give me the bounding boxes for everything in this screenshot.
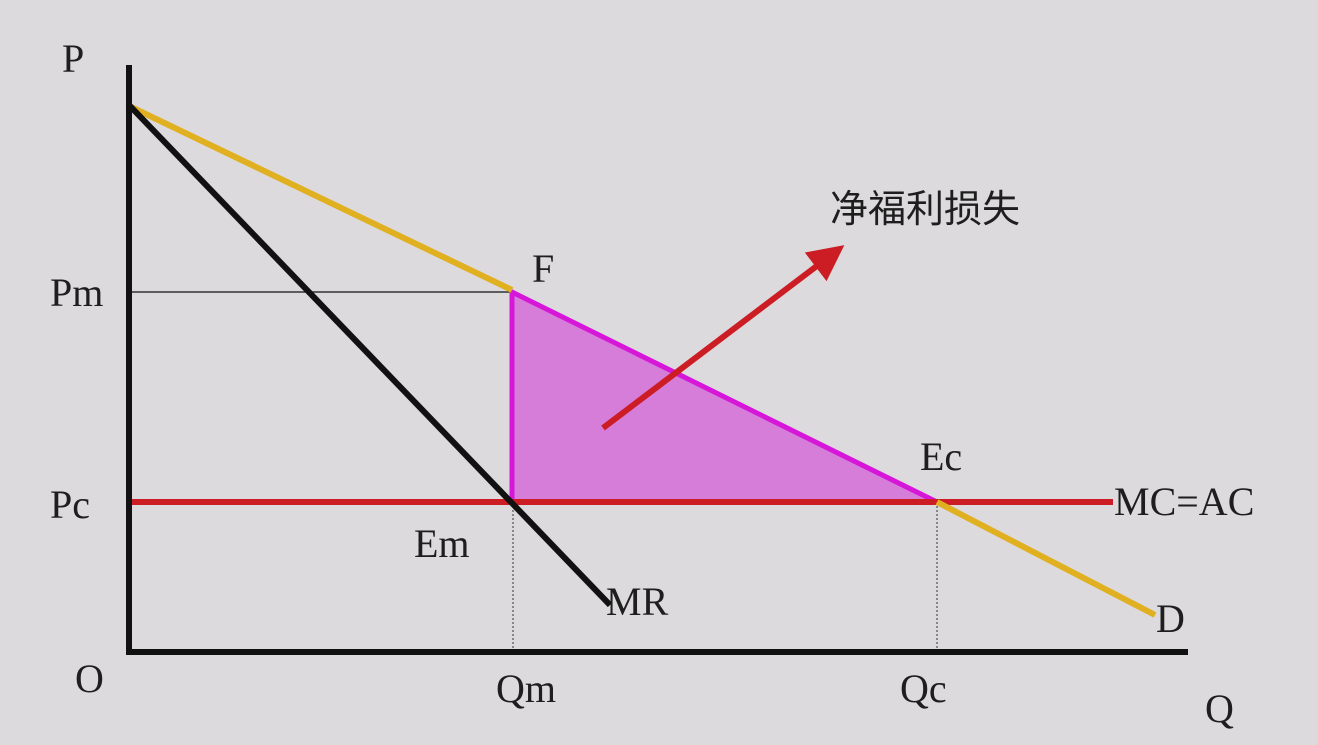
demand-curve-lower: [935, 499, 1157, 618]
mr-curve: [126, 102, 613, 608]
qm-label: Qm: [496, 666, 556, 711]
p-axis-label: P: [62, 36, 84, 81]
em-label: Em: [414, 521, 470, 566]
pc-label: Pc: [50, 482, 90, 527]
qc-label: Qc: [900, 666, 947, 711]
f-label: F: [532, 246, 554, 291]
mr-label: MR: [606, 579, 669, 624]
d-label: D: [1156, 596, 1185, 641]
deadweight-loss-label: 净福利损失: [830, 187, 1020, 231]
demand-curve: [125, 102, 514, 293]
pm-label: Pm: [50, 270, 103, 315]
deadweight-loss-triangle: [509, 287, 939, 505]
q-axis-label: Q: [1205, 686, 1234, 731]
origin-label: O: [75, 656, 104, 701]
mc-ac-label: MC=AC: [1114, 479, 1254, 524]
arrow-icon: [601, 245, 845, 431]
ec-label: Ec: [920, 434, 962, 479]
